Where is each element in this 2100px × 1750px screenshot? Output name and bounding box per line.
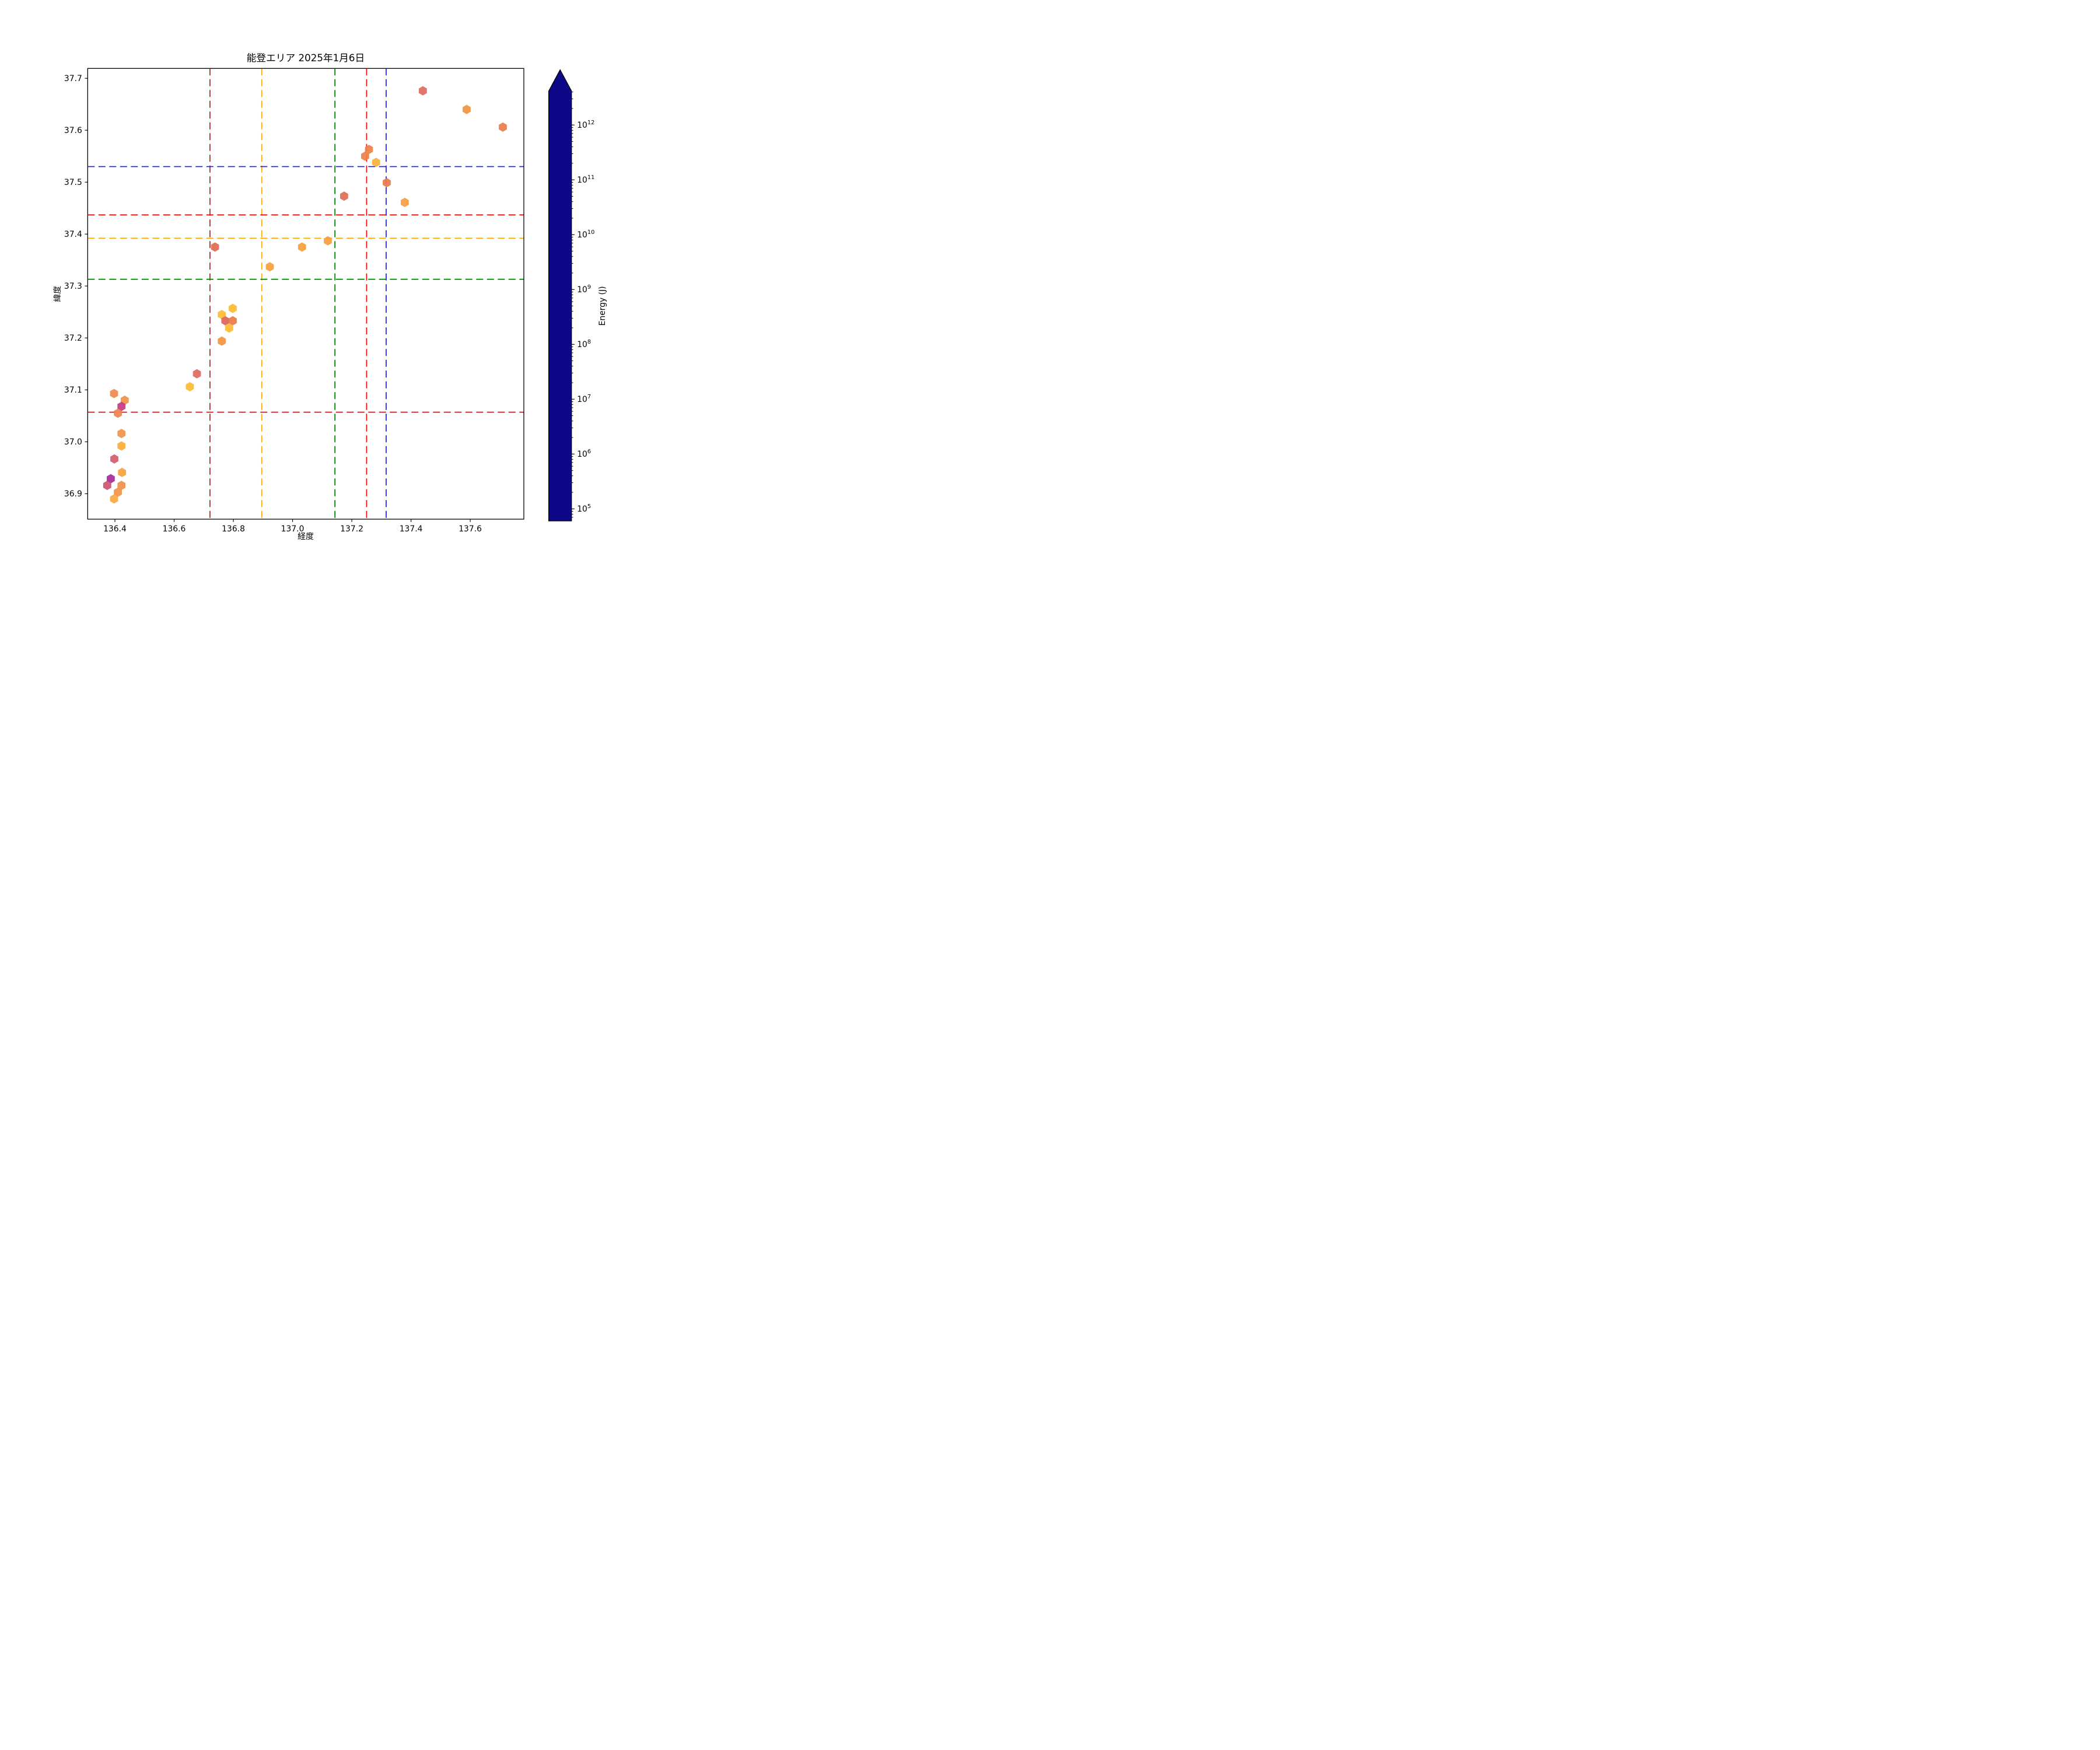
colorbar-gradient: [548, 91, 572, 521]
hexbin-point: [186, 382, 194, 391]
y-axis-label: 緯度: [53, 286, 62, 302]
hexbin-point: [372, 158, 380, 167]
hexbin-point: [225, 323, 233, 333]
hexbin-point: [265, 262, 274, 272]
hexbin-point: [114, 408, 122, 418]
figure-background: [0, 0, 700, 583]
y-tick-label: 37.2: [64, 334, 82, 343]
hexbin-point: [192, 369, 201, 379]
hexbin-point: [218, 336, 226, 346]
x-tick-label: 137.2: [340, 524, 363, 534]
noto-earthquake-hexbin-chart: 能登エリア 2025年1月6日 136.4 136.6 136.8 137.0 137.…: [0, 0, 700, 583]
hexbin-point: [218, 310, 226, 320]
hexbin-point: [499, 122, 507, 132]
x-tick-label: 136.6: [163, 524, 186, 534]
hexbin-point: [361, 151, 369, 161]
plot-border: [87, 68, 524, 520]
x-tick-label: 136.4: [103, 524, 127, 534]
x-tick-label: 137.4: [400, 524, 423, 534]
hexbin-point: [118, 467, 127, 477]
hexbin-points: [103, 86, 507, 504]
x-tick-label: 137.0: [281, 524, 304, 534]
hexbin-point: [463, 104, 471, 114]
y-tick-label: 37.0: [64, 438, 82, 447]
y-tick-label: 37.4: [64, 230, 82, 239]
hexbin-point: [110, 494, 118, 504]
hexbin-point: [229, 303, 237, 313]
y-axis-ticks: 36.9 37.0 37.1 37.2 37.3 37.4 37.5 37.6 37.7: [64, 74, 88, 499]
x-axis-ticks: 136.4 136.6 136.8 137.0 137.2 137.4 137.6: [103, 519, 482, 534]
reference-crosshair-lines: [88, 68, 524, 519]
y-tick-label: 37.3: [64, 282, 82, 291]
hexbin-point: [383, 178, 391, 188]
colorbar-outline: [548, 69, 572, 522]
y-tick-label: 36.9: [64, 489, 82, 499]
y-tick-label: 37.5: [64, 178, 82, 187]
hexbin-point: [401, 198, 409, 207]
hexbin-point: [110, 454, 118, 464]
hexbin-point: [117, 401, 126, 411]
hexbin-point: [365, 145, 373, 155]
figure: 能登エリア 2025年1月6日 136.4 136.6 136.8 137.0 137.…: [0, 0, 700, 583]
y-tick-label: 37.1: [64, 386, 82, 395]
y-tick-label: 37.6: [64, 126, 82, 135]
hexbin-point: [107, 474, 115, 484]
hexbin-point: [229, 316, 237, 326]
hexbin-point: [103, 481, 111, 491]
hexbin-point: [419, 86, 427, 96]
colorbar-label: Energy (J): [598, 286, 607, 326]
x-tick-label: 136.8: [222, 524, 245, 534]
y-tick-label: 37.7: [64, 74, 82, 83]
hexbin-point: [298, 242, 306, 252]
hexbin-point: [114, 487, 122, 497]
x-tick-label: 137.6: [459, 524, 482, 534]
hexbin-point: [221, 316, 230, 326]
hexbin-point: [110, 388, 118, 398]
hexbin-point: [117, 429, 126, 439]
x-axis-label: 経度: [298, 532, 314, 541]
hexbin-point: [117, 441, 126, 451]
colorbar-over-arrow: [548, 69, 572, 91]
chart-title: 能登エリア 2025年1月6日: [247, 52, 365, 64]
hexbin-point: [324, 236, 332, 246]
hexbin-point: [340, 191, 348, 201]
hexbin-point: [211, 242, 219, 252]
hexbin-point: [117, 481, 126, 491]
